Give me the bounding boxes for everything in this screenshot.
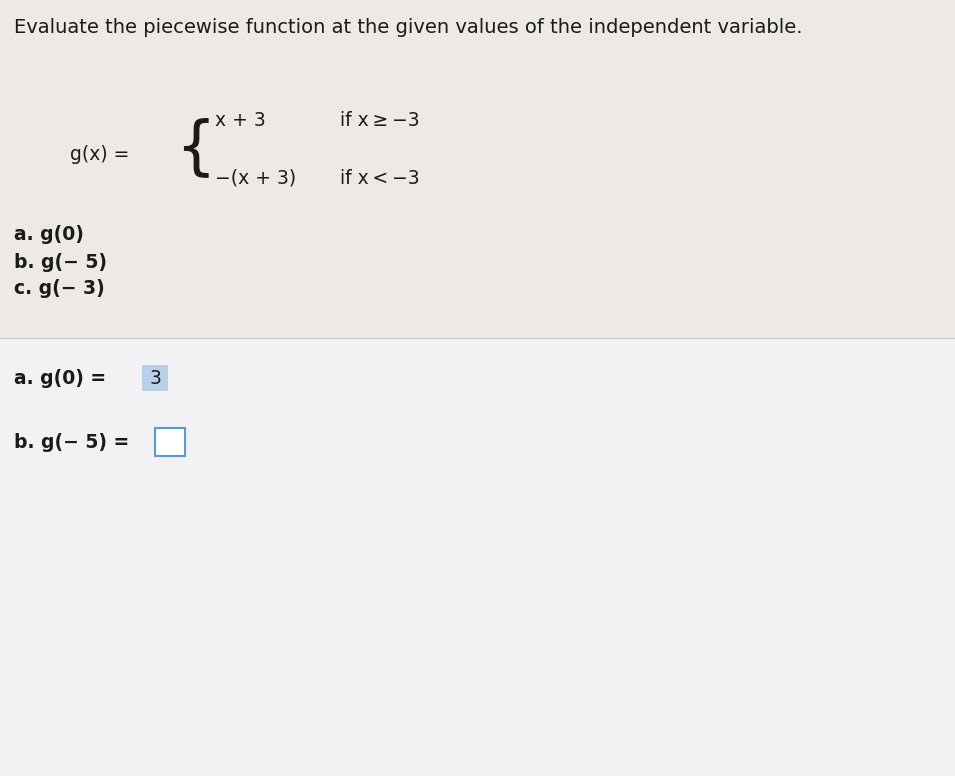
Bar	[0, 338, 955, 776]
Text: c. g(− 3): c. g(− 3)	[14, 279, 105, 299]
Bar	[0, 0, 955, 338]
Text: g(x) =: g(x) =	[70, 146, 129, 165]
Text: 3: 3	[149, 369, 161, 387]
Bar	[142, 365, 168, 391]
Text: b. g(− 5) =: b. g(− 5) =	[14, 432, 129, 452]
Text: if x < −3: if x < −3	[340, 168, 419, 188]
Text: x + 3: x + 3	[215, 110, 265, 130]
Text: −(x + 3): −(x + 3)	[215, 168, 296, 188]
Text: a. g(0) =: a. g(0) =	[14, 369, 106, 387]
Text: b. g(− 5): b. g(− 5)	[14, 252, 107, 272]
Text: Evaluate the piecewise function at the given values of the independent variable.: Evaluate the piecewise function at the g…	[14, 18, 802, 37]
Text: {: {	[175, 117, 216, 179]
Text: a. g(0): a. g(0)	[14, 226, 84, 244]
Text: if x ≥ −3: if x ≥ −3	[340, 110, 419, 130]
Bar	[155, 428, 185, 456]
